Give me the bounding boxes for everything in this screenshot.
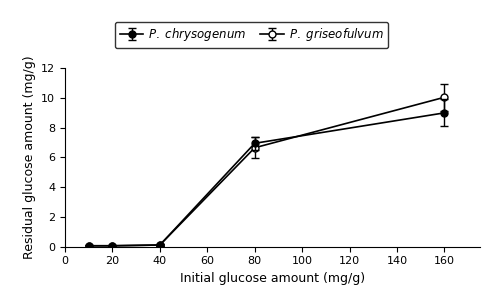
Y-axis label: Residual glucose amount (mg/g): Residual glucose amount (mg/g) (22, 56, 36, 259)
X-axis label: Initial glucose amount (mg/g): Initial glucose amount (mg/g) (180, 272, 365, 285)
Legend: $\it{P.\ chrysogenum}$, $\it{P.\ griseofulvum}$: $\it{P.\ chrysogenum}$, $\it{P.\ griseof… (115, 22, 388, 48)
